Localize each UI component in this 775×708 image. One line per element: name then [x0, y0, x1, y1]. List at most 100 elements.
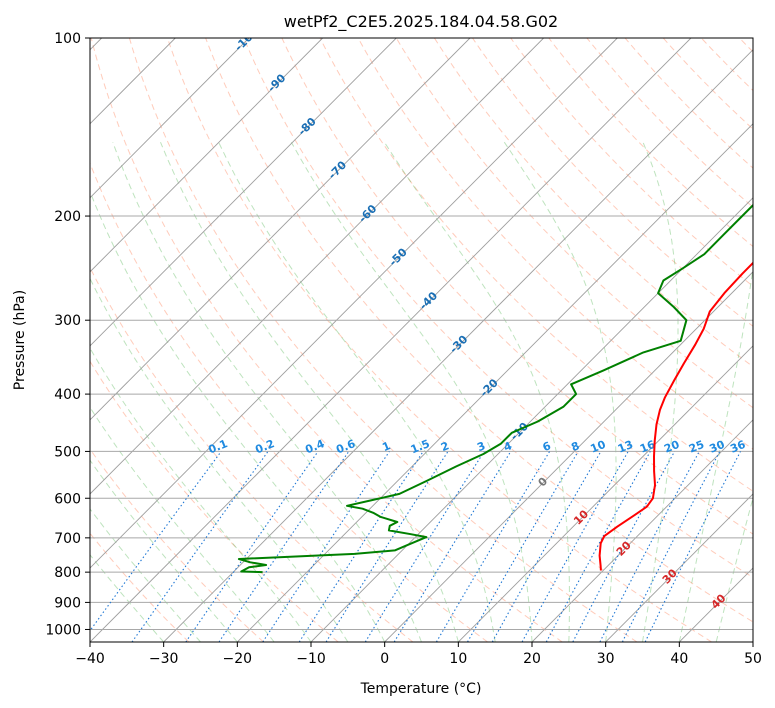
mixing-ratio-label: 20	[662, 438, 681, 456]
y-tick-label: 200	[54, 209, 81, 225]
mixing-ratio-line	[621, 451, 721, 642]
mixing-ratio-line	[262, 451, 390, 642]
mixing-ratio-label: 13	[616, 438, 635, 456]
isotherm-line	[237, 123, 753, 642]
dry-adiabat	[243, 38, 753, 579]
dry-adiabat	[90, 266, 414, 642]
mixing-ratio-label: 1	[380, 439, 392, 454]
x-tick-label: 50	[744, 651, 762, 667]
isotherm-label: 10	[571, 507, 591, 527]
mixing-ratio-label: 0.1	[206, 437, 229, 456]
chart-title: wetPf2_C2E5.2025.184.04.58.G02	[284, 12, 558, 32]
isotherm-label: 30	[660, 566, 680, 586]
mixing-ratio-label: 0.2	[253, 437, 276, 456]
y-tick-label: 600	[54, 491, 81, 507]
isotherm-label: 0	[536, 475, 551, 490]
isotherm-line	[90, 38, 323, 273]
isotherm-line	[90, 38, 471, 421]
y-tick-label: 100	[54, 31, 81, 47]
isotherm-label: -80	[296, 115, 319, 138]
y-axis-label: Pressure (hPa)	[12, 290, 28, 390]
dry-adiabat	[90, 448, 264, 642]
mixing-ratio-label: 8	[569, 439, 581, 454]
dewpoint-line	[237, 203, 753, 574]
isotherm-label: -70	[326, 158, 349, 181]
isotherm-line	[531, 419, 753, 642]
dry-adiabat	[281, 38, 753, 535]
moist-adiabat	[112, 142, 422, 642]
x-tick-label: 20	[523, 651, 541, 667]
y-tick-label: 300	[54, 313, 81, 329]
isotherm-label: -20	[478, 376, 501, 399]
mixing-ratio-line	[644, 451, 741, 642]
moist-adiabat	[90, 277, 349, 642]
mixing-ratio-line	[521, 451, 629, 642]
isotherm-label: -30	[447, 333, 470, 356]
isotherm-line	[458, 345, 753, 642]
isotherm-line	[310, 197, 753, 642]
x-tick-label: 40	[670, 651, 688, 667]
isotherm-line	[605, 493, 753, 642]
plot-background	[90, 38, 753, 642]
moist-adiabat	[90, 190, 386, 642]
isotherm-line	[90, 38, 692, 642]
mixing-ratio-line	[325, 451, 449, 642]
moist-adiabat	[160, 142, 459, 642]
isotherm-label: -40	[417, 289, 440, 312]
y-tick-label: 700	[54, 531, 81, 547]
temperature-line	[598, 261, 753, 571]
dry-adiabat	[167, 38, 712, 642]
x-tick-label: −40	[75, 651, 105, 667]
mixing-ratio-line	[364, 451, 485, 642]
mixing-ratio-line	[491, 451, 602, 642]
mixing-ratio-label: 1.5	[409, 437, 432, 456]
moist-adiabat	[90, 406, 275, 642]
dry-adiabat	[319, 38, 753, 492]
mixing-ratio-line	[218, 451, 350, 642]
mixing-ratio-label: 36	[728, 438, 747, 456]
x-tick-label: 30	[597, 651, 615, 667]
isotherm-line	[90, 38, 250, 199]
x-tick-label: −20	[223, 651, 253, 667]
isotherm-line	[384, 271, 753, 642]
mixing-ratio-line	[545, 451, 651, 642]
y-tick-label: 500	[54, 444, 81, 460]
dry-adiabat	[433, 38, 753, 368]
isotherm-line	[679, 567, 753, 642]
mixing-ratio-label: 3	[475, 439, 487, 454]
mixing-ratio-line	[298, 451, 424, 642]
mixing-ratio-line	[90, 451, 222, 632]
x-axis: −40 −30 −20 −10 0 10 20 30 40 50	[75, 642, 762, 667]
x-tick-label: −30	[149, 651, 179, 667]
dry-adiabat	[205, 38, 753, 623]
mixing-ratio-label: 25	[687, 438, 706, 456]
dry-adiabat	[90, 38, 563, 642]
dry-adiabat	[395, 38, 753, 409]
mixing-ratio-line	[131, 451, 269, 642]
y-tick-label: 900	[54, 595, 81, 611]
mixing-ratio-label: 30	[708, 438, 727, 456]
dry-adiabat	[128, 38, 638, 642]
x-tick-label: 0	[380, 651, 389, 667]
mixing-ratio-label: 2	[439, 439, 451, 454]
dry-adiabat	[90, 161, 488, 642]
mixing-ratio-line	[393, 451, 512, 642]
mixing-ratio-label: 16	[638, 438, 657, 456]
isotherm-label: -50	[387, 245, 410, 268]
isotherm-label: 40	[709, 591, 729, 611]
mixing-ratio-label: 0.6	[334, 437, 357, 456]
mixing-ratio-line	[435, 451, 551, 642]
moist-adiabat	[715, 496, 753, 642]
x-tick-label: −10	[296, 651, 326, 667]
moist-adiabat	[678, 264, 753, 642]
isotherm-label: -100	[232, 25, 261, 54]
x-axis-label: Temperature (°C)	[360, 681, 482, 697]
y-axis: 100 200 300 400 500 600 700 800 900 1000	[45, 31, 90, 638]
dry-adiabat	[739, 38, 753, 53]
dry-adiabat	[548, 38, 753, 248]
dry-adiabat	[90, 532, 190, 642]
y-tick-label: 1000	[45, 622, 81, 638]
y-tick-label: 400	[54, 387, 81, 403]
isotherm-label: -60	[356, 202, 379, 225]
